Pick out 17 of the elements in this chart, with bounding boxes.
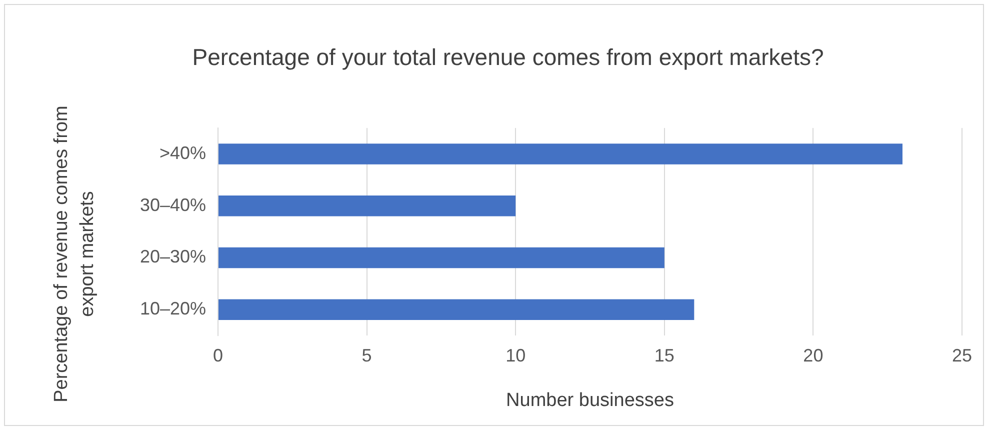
x-tick-label: 0 xyxy=(212,345,224,366)
y-tick-label: 30–40% xyxy=(140,194,206,215)
y-tick-label: >40% xyxy=(159,142,206,163)
bar xyxy=(218,144,902,164)
bar xyxy=(218,299,694,320)
y-tick-label: 10–20% xyxy=(140,298,206,319)
bar xyxy=(218,247,664,268)
x-tick-label: 10 xyxy=(506,345,526,366)
x-axis-title: Number businesses xyxy=(506,390,674,411)
chart-title: Percentage of your total revenue comes from export markets? xyxy=(191,43,825,72)
y-axis-title: Percentage of revenue comes from export markets xyxy=(50,104,99,404)
x-tick-label: 20 xyxy=(803,345,824,366)
x-tick-label: 25 xyxy=(952,345,972,366)
x-tick-label: 5 xyxy=(362,345,372,366)
x-tick-label: 15 xyxy=(654,345,674,366)
bar xyxy=(218,195,516,216)
y-tick-label: 20–30% xyxy=(140,246,206,267)
